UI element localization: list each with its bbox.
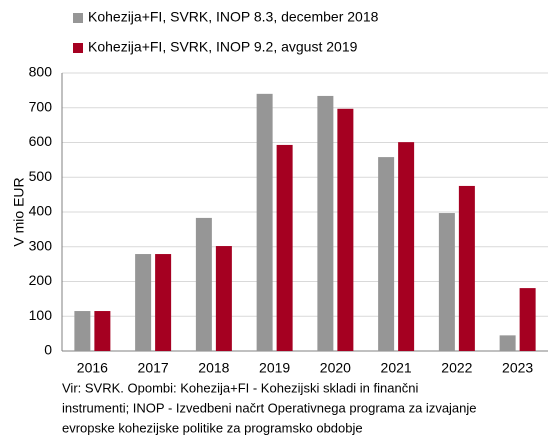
bar [135, 254, 152, 351]
x-tick-label: 2017 [138, 360, 169, 376]
y-tick-label: 100 [29, 307, 53, 323]
x-tick-label: 2021 [381, 360, 412, 376]
bar [337, 108, 354, 351]
x-tick-label: 2018 [198, 360, 229, 376]
bar [438, 213, 455, 351]
note: Vir: SVRK. Opombi: Kohezija+FI - Kohezij… [62, 380, 418, 395]
bar [215, 246, 232, 351]
legend-swatch [73, 13, 83, 23]
legend-label: Kohezija+FI, SVRK, INOP 9.2, avgust 2019 [88, 39, 358, 55]
note: instrumenti; INOP - Izvedbeni načrt Oper… [62, 400, 477, 415]
y-tick-label: 400 [29, 203, 53, 219]
bar [276, 144, 293, 351]
y-tick-label: 0 [44, 342, 52, 358]
legend-label: Kohezija+FI, SVRK, INOP 8.3, december 20… [88, 9, 379, 25]
bar [519, 288, 536, 351]
y-tick-label: 700 [29, 98, 53, 114]
y-tick-label: 600 [29, 133, 53, 149]
y-tick-label: 200 [29, 272, 53, 288]
bar [94, 311, 111, 351]
bar [398, 142, 415, 351]
bar [256, 93, 273, 351]
y-tick-label: 500 [29, 168, 53, 184]
note: evropske kohezijske politike za programs… [62, 420, 363, 435]
bar [458, 185, 475, 351]
bar [499, 335, 516, 351]
bar [317, 95, 334, 351]
x-tick-label: 2016 [77, 360, 108, 376]
x-tick-label: 2022 [441, 360, 472, 376]
x-tick-label: 2019 [259, 360, 290, 376]
y-tick-label: 300 [29, 237, 53, 253]
x-tick-label: 2020 [320, 360, 351, 376]
bar [74, 311, 91, 351]
legend-swatch [73, 43, 83, 53]
y-axis-label: V mio EUR [11, 177, 27, 246]
y-tick-label: 800 [29, 64, 53, 80]
bar [378, 157, 395, 351]
x-tick-label: 2023 [502, 360, 533, 376]
bar [155, 254, 172, 351]
bar [195, 217, 212, 351]
